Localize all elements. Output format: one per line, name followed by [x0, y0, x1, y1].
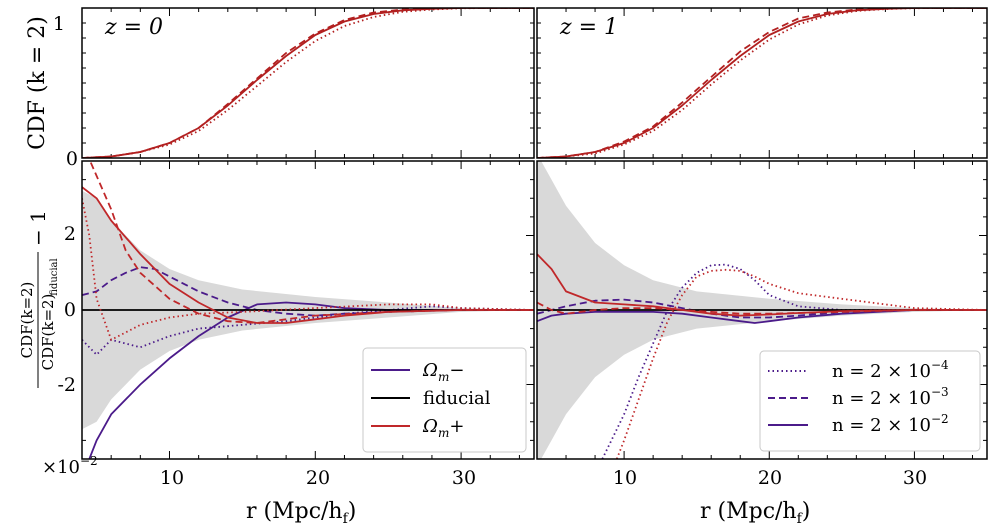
x-tick-left-10: 10 [160, 467, 184, 489]
xlabel-right: r (Mpc/hf) [700, 499, 810, 527]
legend-right: n = 2 × 10−4 n = 2 × 10−3 n = 2 × 10−2 [759, 350, 981, 452]
legend-n-2-exp: −2 [931, 412, 949, 426]
y-tick-bottom-minus2: -2 [57, 374, 76, 396]
xlabel-left-main: r (Mpc/h [246, 499, 343, 524]
legend-n-3-exp: −3 [931, 385, 949, 399]
legend-left-label-2: Ωm+ [422, 416, 464, 440]
panel-bottom-left: 2 0 -2 CDF(k=2) CDF(k=2) fiducial − 1 ×1… [18, 160, 535, 478]
series-line-tr-2 [537, 8, 987, 158]
ylabel-minus-one: − 1 [26, 210, 50, 246]
x-tick-right-10: 10 [613, 467, 637, 489]
series-line-br-0 [537, 309, 987, 324]
series-line-bl-5 [89, 161, 534, 324]
y-tick-bottom-2: 2 [64, 223, 76, 245]
x-tick-right-20: 20 [758, 467, 782, 489]
ylabel-bottom: CDF(k=2) CDF(k=2) fiducial − 1 [18, 210, 60, 388]
legend-omega-minus-symbol: Ω [422, 360, 438, 381]
x-tick-right-30: 30 [903, 467, 927, 489]
axis-multiplier-exponent: −2 [80, 454, 98, 468]
legend-right-box [759, 350, 981, 452]
panel-top-left: z = 0 1 0 CDF (k = 2) [25, 7, 535, 170]
legend-n-4-text: n = 2 × 10 [832, 361, 931, 382]
legend-right-label-2: n = 2 × 10−2 [832, 412, 949, 436]
axes-frame-bottom-left [81, 160, 535, 460]
axes-frame-top-left [81, 7, 535, 159]
xlabel-right-close: ) [802, 499, 811, 524]
legend-omega-plus-sub: m [438, 426, 449, 440]
legend-omega-plus-sign: + [449, 416, 464, 437]
series-line-br-6 [615, 268, 987, 459]
xlabel-right-sub: f [797, 511, 804, 527]
panel-bottom-right: n = 2 × 10−4 n = 2 × 10−3 n = 2 × 10−2 [536, 160, 988, 460]
axes-frame-top-right [536, 7, 988, 159]
xlabel-left-sub: f [343, 511, 350, 527]
series-line-br-5 [537, 301, 987, 315]
series-line-tl-2 [82, 8, 534, 158]
legend-left-label-1: fiducial [423, 388, 491, 409]
legend-right-label-1: n = 2 × 10−3 [832, 385, 949, 409]
legend-n-3-text: n = 2 × 10 [832, 388, 931, 409]
legend-right-label-0: n = 2 × 10−4 [832, 358, 949, 382]
x-tick-left-20: 20 [306, 467, 330, 489]
series-line-tr-1 [537, 8, 987, 158]
series-line-bl-6 [82, 198, 534, 341]
y-tick-bottom-0: 0 [64, 299, 76, 321]
series-line-bl-1 [82, 266, 534, 317]
label-z-right: z = 1 [559, 15, 618, 40]
legend-n-2-text: n = 2 × 10 [832, 415, 931, 436]
xlabel-left: r (Mpc/hf) [246, 499, 356, 527]
legend-left: Ωm− fiducial Ωm+ [362, 347, 527, 453]
ylabel-denominator: CDF(k=2) [39, 294, 57, 371]
xlabel-right-main: r (Mpc/h [700, 499, 797, 524]
axes-frame-bottom-right [536, 160, 988, 460]
ylabel-denominator-sub: fiducial [49, 258, 60, 295]
y-tick-top-left-0: 0 [66, 148, 78, 170]
legend-omega-minus-sign: − [449, 360, 464, 381]
legend-left-label-0: Ωm− [422, 360, 464, 384]
xlabel-left-close: ) [348, 499, 357, 524]
label-z-left: z = 0 [104, 15, 163, 40]
axis-multiplier: ×10 [42, 457, 80, 478]
legend-n-4-exp: −4 [931, 358, 949, 372]
y-tick-top-left-1: 1 [53, 13, 65, 35]
legend-omega-plus-symbol: Ω [422, 416, 438, 437]
x-tick-left-30: 30 [452, 467, 476, 489]
panel-top-right: z = 1 [536, 7, 988, 159]
legend-omega-minus-sub: m [438, 370, 449, 384]
ylabel-numerator: CDF(k=2) [18, 282, 36, 359]
ylabel-top: CDF (k = 2) [25, 16, 50, 150]
